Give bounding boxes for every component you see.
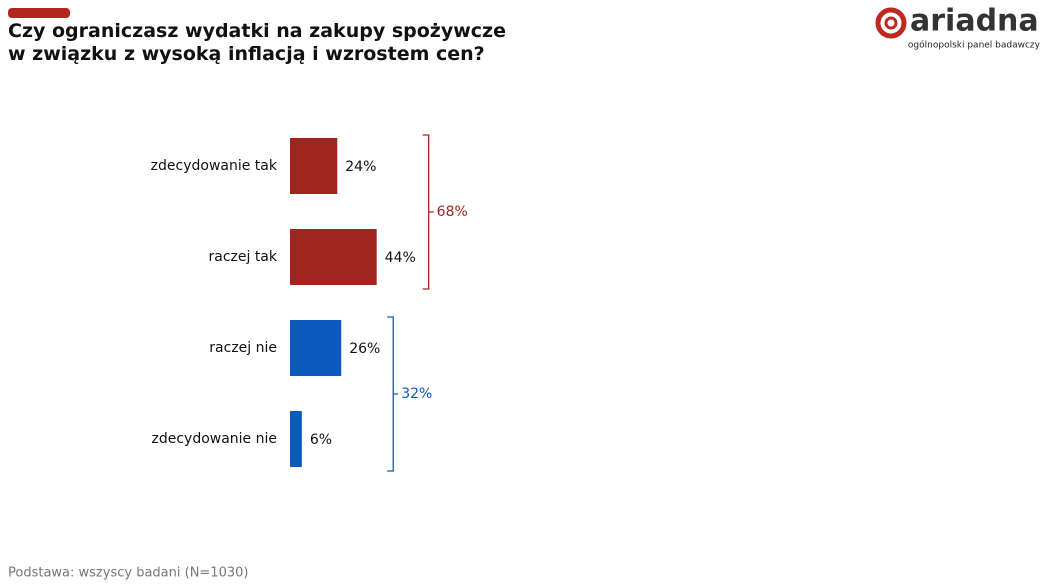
group-bracket xyxy=(422,134,434,290)
bar xyxy=(290,138,338,194)
bar xyxy=(290,320,342,376)
bar xyxy=(290,229,377,285)
value-label: 6% xyxy=(310,432,332,448)
category-label: zdecydowanie tak xyxy=(151,158,278,174)
value-label: 24% xyxy=(345,159,376,175)
group-bracket xyxy=(387,316,399,472)
group-label: 32% xyxy=(401,386,432,402)
value-label: 26% xyxy=(349,341,380,357)
category-label: raczej nie xyxy=(209,340,277,356)
bar xyxy=(290,411,302,467)
category-label: zdecydowanie nie xyxy=(151,431,277,447)
logo-icon xyxy=(875,7,907,39)
group-label: 68% xyxy=(437,204,468,220)
logo-name: ariadna xyxy=(910,4,1039,39)
category-label: raczej tak xyxy=(208,249,277,265)
footnote: Podstawa: wszyscy badani (N=1030) xyxy=(8,566,248,581)
value-label: 44% xyxy=(385,250,416,266)
logo-icon-inner xyxy=(884,16,898,30)
accent-bar xyxy=(8,8,70,18)
chart-title: Czy ograniczasz wydatki na zakupy spożyw… xyxy=(8,20,506,65)
logo-tagline: ogólnopolski panel badawczy xyxy=(908,40,1041,51)
